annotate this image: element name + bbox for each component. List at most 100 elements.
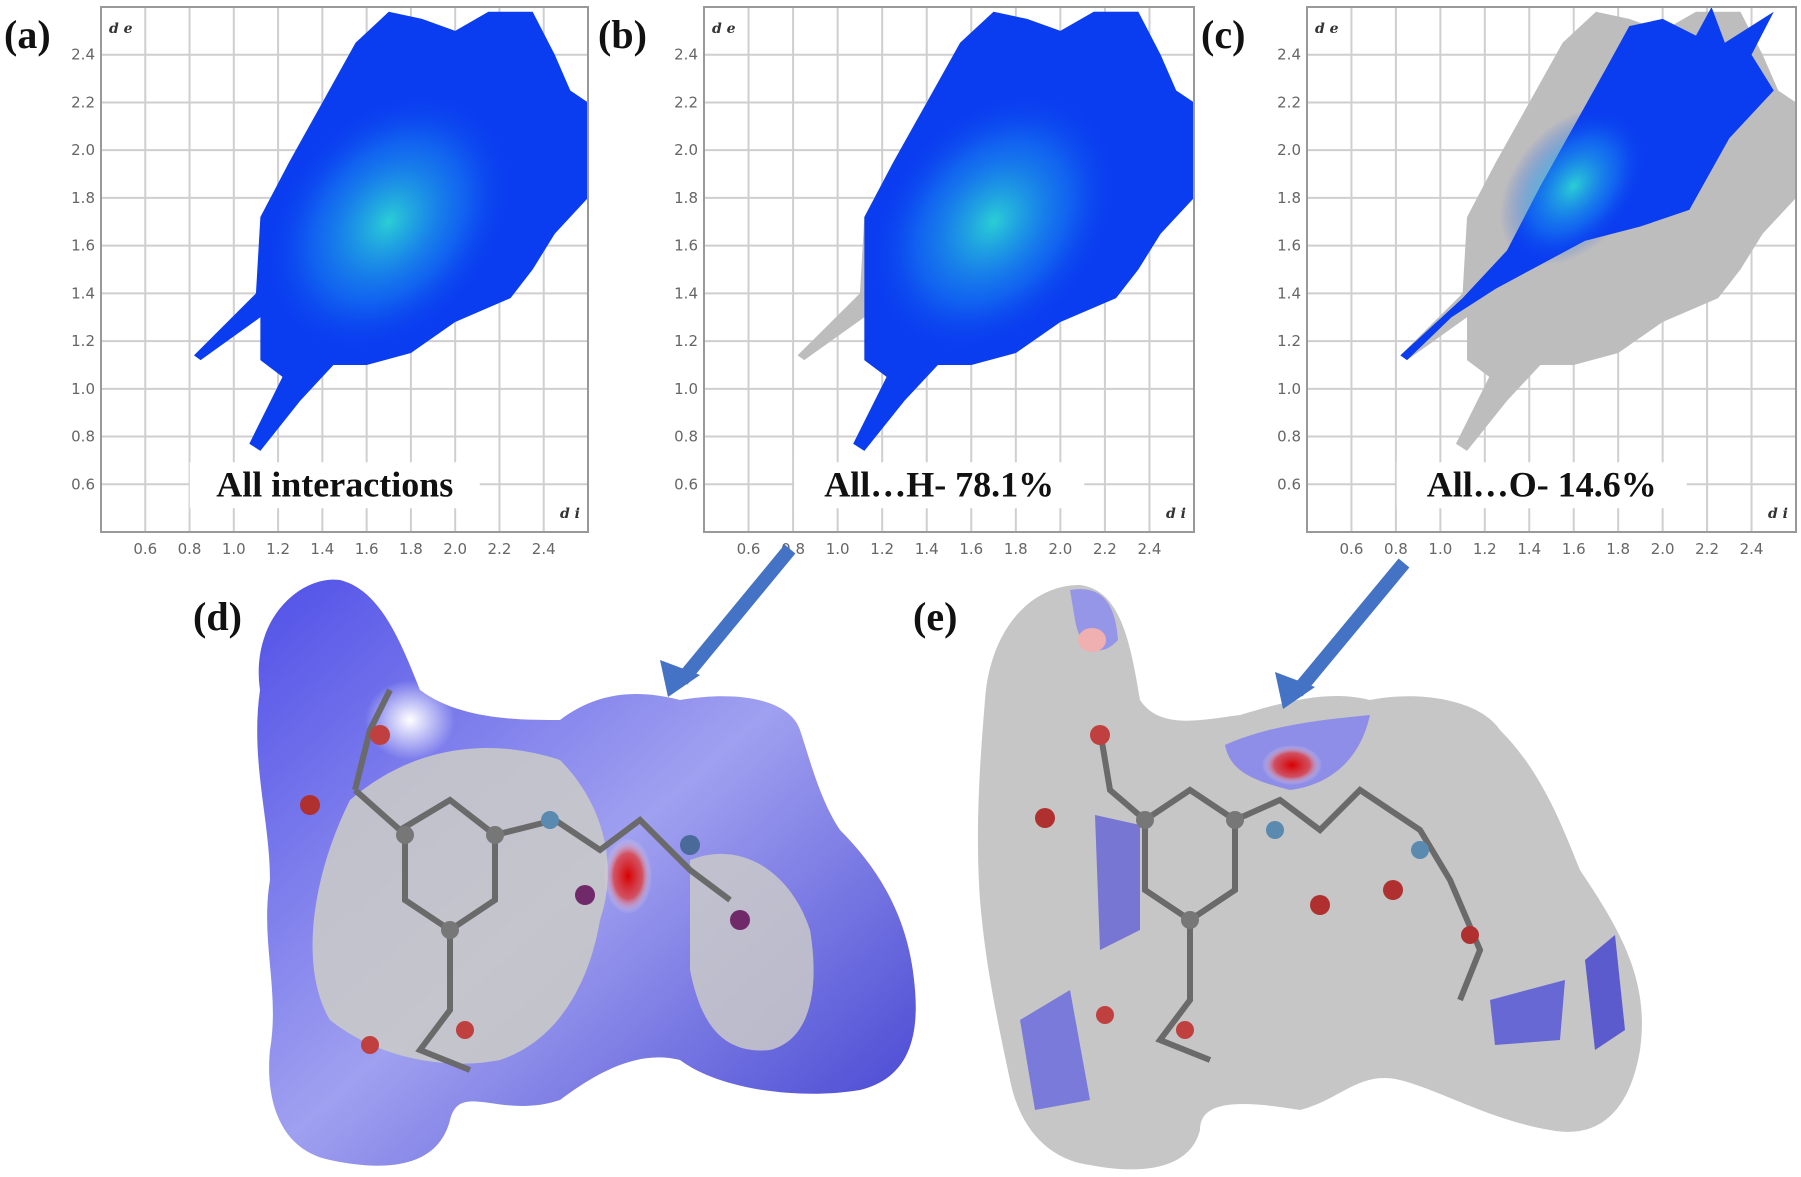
y-axis-label: d e	[109, 21, 133, 37]
y-axis-label: d e	[712, 21, 736, 37]
y-tick-label: 1.4	[1277, 284, 1301, 302]
y-tick-label: 2.0	[71, 141, 95, 159]
x-tick-label: 2.4	[1138, 540, 1162, 558]
x-tick-label: 1.2	[1473, 540, 1497, 558]
caption-background	[794, 462, 1085, 509]
arrow-to-surface-d	[660, 544, 796, 697]
y-tick-label: 1.8	[71, 189, 95, 207]
y-tick-label: 1.6	[674, 237, 698, 255]
x-axis-label: d i	[560, 506, 580, 522]
density-core	[865, 86, 1122, 357]
y-tick-label: 2.4	[71, 46, 95, 64]
plot-frame	[703, 6, 1195, 533]
x-tick-label: 2.2	[1093, 540, 1117, 558]
x-tick-label: 1.8	[1606, 540, 1630, 558]
x-tick-label: 0.6	[133, 540, 157, 558]
caption-background	[189, 462, 480, 509]
x-tick-label: 0.6	[737, 540, 761, 558]
x-tick-label: 2.2	[488, 540, 512, 558]
y-tick-label: 2.2	[1277, 93, 1301, 111]
panel-label-e: (e)	[913, 594, 957, 639]
surface-e-blue-patch-bottom-right	[1585, 935, 1625, 1050]
plot-frame	[100, 6, 589, 533]
fingerprint-plot-a: 0.6 0.8 1.0 1.2 1.4 1.6 1.8 2.0 2.2 2.4 0.6 0.8 1.0 1…	[4, 6, 589, 558]
x-axis-label: d i	[1166, 506, 1186, 522]
y-tick-label: 2.2	[674, 93, 698, 111]
y-tick-label: 1.0	[71, 380, 95, 398]
panel-label: (b)	[598, 12, 647, 57]
y-tick-label: 1.6	[1277, 237, 1301, 255]
panel-label: (c)	[1201, 12, 1245, 57]
x-tick-label: 2.4	[532, 540, 556, 558]
y-tick-label: 2.2	[71, 93, 95, 111]
density-core	[1499, 106, 1648, 265]
y-tick-label: 1.4	[71, 284, 95, 302]
surface-d-highlight	[365, 680, 455, 760]
x-tick-label: 2.0	[443, 540, 467, 558]
x-axis-label: d i	[1768, 506, 1788, 522]
y-axis-label: d e	[1315, 21, 1339, 37]
surface-e-small-red-contact	[1078, 628, 1106, 652]
y-tick-label: 2.4	[1277, 46, 1301, 64]
x-tick-label: 0.8	[1384, 540, 1408, 558]
x-tick-label: 1.6	[1562, 540, 1586, 558]
surface-e-red-contact	[1262, 745, 1322, 785]
arrow-to-surface-e	[1275, 558, 1410, 709]
y-tick-label: 0.6	[1277, 475, 1301, 493]
x-tick-label: 1.8	[1004, 540, 1028, 558]
y-tick-label: 2.0	[674, 141, 698, 159]
hirshfeld-surface-e: (e)	[913, 585, 1642, 1170]
surface-e-blue-patch-left	[1095, 815, 1140, 950]
x-tick-label: 2.4	[1740, 540, 1764, 558]
surface-d-gray-patch-2	[690, 853, 814, 1051]
y-tick-label: 0.8	[1277, 428, 1301, 446]
surface-e-body	[977, 585, 1642, 1170]
caption-background	[1396, 462, 1687, 509]
x-tick-label: 1.4	[310, 540, 334, 558]
y-tick-label: 1.2	[674, 332, 698, 350]
y-tick-label: 1.2	[1277, 332, 1301, 350]
x-tick-label: 0.8	[178, 540, 202, 558]
plot-caption: All…O- 14.6%	[1427, 464, 1657, 504]
surface-e-blue-patch-bottom-left	[1020, 990, 1090, 1110]
x-tick-label: 2.0	[1048, 540, 1072, 558]
y-tick-label: 1.8	[674, 189, 698, 207]
x-tick-label: 1.6	[959, 540, 983, 558]
fingerprint-plot-b: 0.6 0.8 1.0 1.2 1.4 1.6 1.8 2.0 2.2 2.40.60.81.01…	[598, 6, 1195, 558]
y-tick-label: 0.6	[71, 475, 95, 493]
x-tick-label: 1.6	[355, 540, 379, 558]
plot-caption: All…H- 78.1%	[824, 464, 1054, 504]
y-tick-label: 1.0	[1277, 380, 1301, 398]
y-tick-label: 2.4	[674, 46, 698, 64]
panel-label-d: (d)	[193, 594, 242, 639]
x-tick-label: 1.2	[266, 540, 290, 558]
y-tick-label: 1.2	[71, 332, 95, 350]
hirshfeld-surface-d: (d)	[193, 579, 916, 1166]
plot-caption: All interactions	[216, 464, 453, 504]
y-tick-label: 1.4	[674, 284, 698, 302]
y-tick-label: 0.8	[71, 428, 95, 446]
y-tick-label: 0.8	[674, 428, 698, 446]
y-tick-label: 1.0	[674, 380, 698, 398]
fingerprint-plot-c: 0.6 0.8 1.0 1.2 1.4 1.6 1.8 2.0 2.2 2.4 0.6 0.8 1.0 1…	[1201, 6, 1797, 558]
x-tick-label: 2.2	[1695, 540, 1719, 558]
y-tick-label: 2.0	[1277, 141, 1301, 159]
panel-label: (a)	[4, 12, 51, 57]
x-tick-label: 1.8	[399, 540, 423, 558]
x-tick-label: 1.4	[1517, 540, 1541, 558]
x-tick-label: 2.0	[1651, 540, 1675, 558]
atoms-d	[300, 725, 750, 1054]
x-tick-label: 1.0	[826, 540, 850, 558]
x-tick-label: 1.2	[870, 540, 894, 558]
x-tick-label: 1.4	[915, 540, 939, 558]
plot-frame	[1306, 6, 1797, 533]
molecule-e	[1097, 729, 1484, 1063]
x-tick-label: 1.0	[222, 540, 246, 558]
density-core	[260, 86, 517, 357]
x-tick-label: 1.0	[1428, 540, 1452, 558]
surface-d-red-contact	[604, 838, 652, 914]
y-tick-label: 0.6	[674, 475, 698, 493]
y-tick-label: 1.8	[1277, 189, 1301, 207]
x-tick-label: 0.6	[1340, 540, 1364, 558]
